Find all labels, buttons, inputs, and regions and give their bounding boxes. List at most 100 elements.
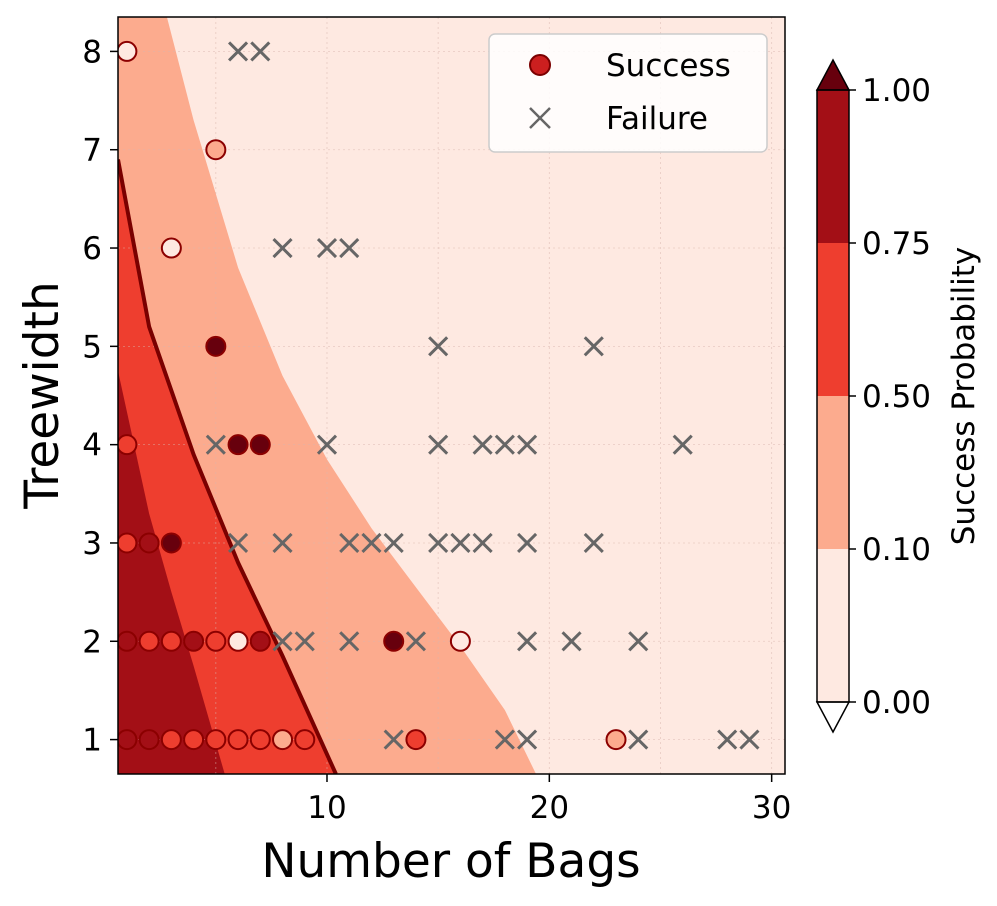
failure-point-stroke	[405, 631, 426, 652]
failure-point	[339, 631, 360, 652]
success-point	[118, 40, 138, 62]
failure-point	[272, 237, 293, 259]
success-point	[160, 532, 182, 554]
y-tick-label: 7	[82, 133, 102, 169]
failure-series	[205, 41, 760, 750]
failure-point	[383, 532, 404, 554]
failure-point-stroke	[294, 631, 315, 652]
x-tick-label: 30	[752, 790, 791, 826]
legend-failure-marker	[529, 107, 551, 129]
failure-point-stroke	[383, 729, 404, 750]
success-point	[205, 335, 227, 357]
failure-point	[383, 729, 404, 750]
failure-point	[494, 729, 515, 750]
success-point	[160, 729, 182, 751]
success-point	[227, 434, 249, 456]
failure-point-stroke	[517, 631, 538, 652]
failure-point	[428, 336, 449, 357]
colorbar-label: Success Probability	[946, 247, 982, 546]
colorbar-segment	[817, 90, 849, 243]
success-point	[249, 434, 271, 456]
failure-point	[472, 434, 493, 455]
failure-point-stroke	[272, 237, 293, 259]
failure-point	[227, 41, 249, 62]
success-point	[449, 630, 471, 652]
failure-point	[517, 729, 538, 750]
success-point	[383, 630, 405, 652]
failure-point	[316, 237, 338, 259]
failure-point-stroke	[227, 532, 249, 554]
y-tick-label: 6	[82, 231, 102, 267]
y-tick-label: 1	[82, 723, 102, 759]
x-tick-label: 10	[307, 790, 346, 826]
success-point	[249, 729, 271, 751]
success-series	[118, 40, 627, 751]
failure-point-stroke	[472, 532, 493, 554]
y-tick-label: 5	[82, 329, 102, 365]
failure-point-stroke	[717, 729, 738, 750]
failure-point	[517, 434, 538, 455]
failure-point-stroke	[583, 336, 604, 357]
colorbar-extend-max	[815, 58, 851, 91]
failure-point-stroke	[472, 434, 493, 455]
failure-point-stroke	[316, 237, 338, 259]
colorbar-tick-label: 0.50	[862, 379, 931, 415]
success-point	[272, 729, 294, 751]
failure-point-stroke	[517, 532, 538, 554]
failure-point	[316, 434, 338, 455]
failure-point	[739, 729, 760, 750]
failure-point-stroke	[628, 631, 649, 652]
failure-point	[361, 532, 382, 554]
success-point	[294, 729, 316, 751]
legend-box	[488, 33, 768, 153]
failure-point-stroke	[739, 729, 760, 750]
y-tick-label: 4	[82, 428, 102, 464]
failure-point	[494, 434, 515, 455]
failure-point-stroke	[339, 631, 360, 652]
y-tick-label: 8	[82, 34, 102, 70]
failure-point	[428, 434, 449, 455]
success-point	[160, 630, 182, 652]
legend-success-marker	[529, 54, 551, 76]
success-point	[205, 139, 227, 161]
region-above-075	[118, 370, 225, 774]
failure-point	[672, 434, 693, 455]
failure-point	[561, 631, 582, 652]
failure-point-stroke	[205, 434, 226, 455]
x-axis-label: Number of Bags	[261, 834, 640, 889]
colorbar: 0.00 0.10 0.50 0.75 1.00	[815, 58, 931, 734]
x-tick-label: 20	[530, 790, 569, 826]
success-point	[183, 729, 205, 751]
success-point	[405, 729, 427, 751]
y-tick-label: 2	[82, 624, 102, 660]
success-point	[227, 729, 249, 751]
plot-frame	[117, 16, 786, 775]
failure-point	[628, 631, 649, 652]
failure-point	[405, 631, 426, 652]
failure-point-stroke	[672, 434, 693, 455]
failure-point	[450, 532, 471, 554]
legend: Success Failure	[488, 33, 768, 153]
failure-point	[717, 729, 738, 750]
failure-point-stroke	[316, 434, 338, 455]
failure-point	[517, 631, 538, 652]
colorbar-extend-min	[815, 701, 851, 734]
success-point	[160, 237, 182, 259]
x-axis-ticks: 10 20 30	[307, 774, 791, 826]
success-point	[205, 729, 227, 751]
success-point	[138, 532, 160, 554]
colorbar-segment	[817, 243, 849, 396]
failure-point	[628, 729, 649, 750]
failure-point	[272, 532, 293, 554]
decision-boundary	[118, 159, 338, 774]
success-point	[138, 729, 160, 751]
colorbar-segment	[817, 549, 849, 702]
failure-point	[517, 532, 538, 554]
failure-point	[294, 631, 315, 652]
failure-point-stroke	[561, 631, 582, 652]
legend-success-label: Success	[606, 48, 731, 84]
failure-point-stroke	[339, 532, 360, 554]
failure-point-stroke	[272, 532, 293, 554]
colorbar-tick-label: 1.00	[862, 73, 931, 109]
